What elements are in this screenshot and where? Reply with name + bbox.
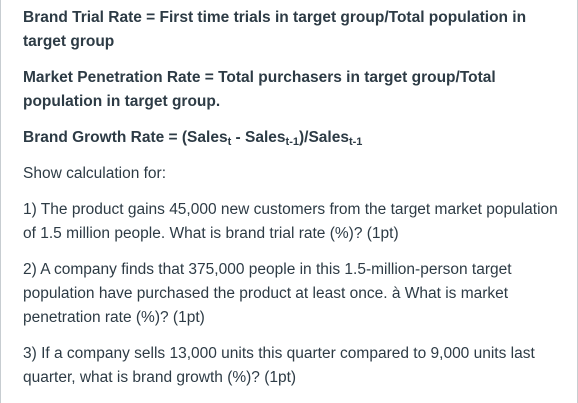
penetration-rate-formula: Market Penetration Rate = Total purchase… [23,69,496,110]
growth-formula-sub-t: t [227,136,232,148]
growth-formula-sub-t-1b: t-1 [348,136,363,148]
growth-rate-formula: Brand Growth Rate = (Salest - Salest-1)/… [23,126,567,150]
growth-formula-mid2: )/Sales [298,129,349,146]
question-1: 1) The product gains 45,000 new customer… [23,201,558,242]
instruction-text: Show calculation for: [23,165,167,182]
growth-formula-prefix: Brand Growth Rate = (Sales [23,129,228,146]
growth-formula-sub-t-1a: t-1 [285,136,299,148]
trial-rate-formula: Brand Trial Rate = First time trials in … [23,9,527,50]
growth-formula-mid: - Sales [231,129,286,146]
question-2: 2) A company finds that 375,000 people i… [23,261,512,326]
question-3: 3) If a company sells 13,000 units this … [23,345,535,386]
